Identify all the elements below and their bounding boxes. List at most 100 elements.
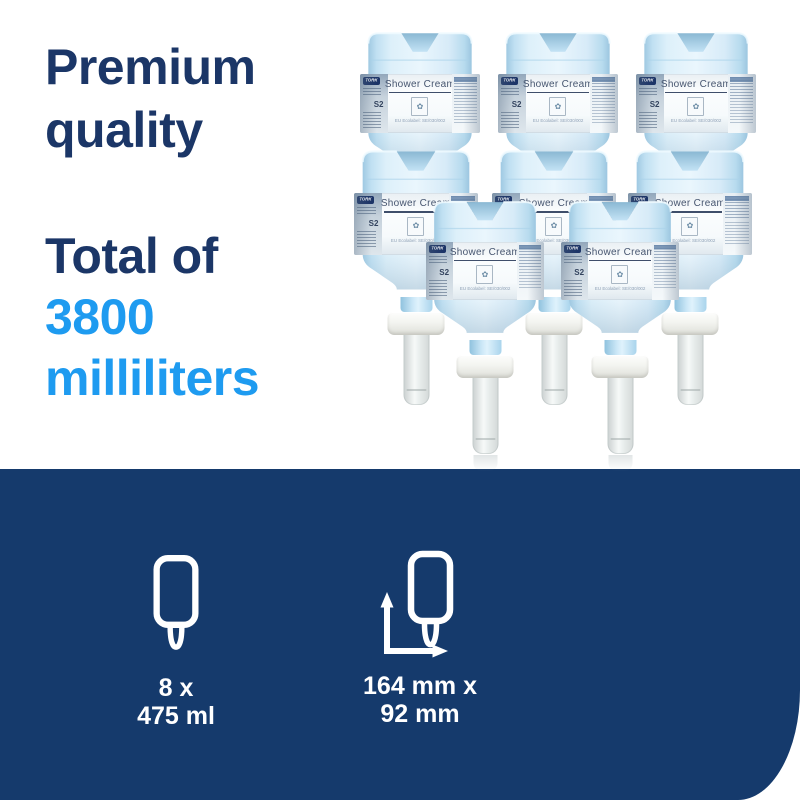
spec-item-dimensions: 164 mm x 92 mm — [338, 550, 502, 728]
total-unit: milliliters — [45, 350, 260, 406]
label-rule — [657, 211, 723, 213]
ecolabel-license: EU Ecolabel: SE/030/002 — [390, 237, 442, 243]
tube-reflection — [608, 455, 632, 471]
dispenser-nozzle — [456, 340, 514, 471]
label-center: Shower Cream ✿ EU Ecolabel: SE/030/002 — [449, 242, 521, 300]
label-side-strip: TORK S2 — [560, 241, 589, 301]
product-bottle: TORK S2 Shower Cream ✿ EU Ecolabel: SE/0… — [424, 195, 546, 471]
label-side-strip: TORK S2 — [353, 193, 383, 255]
label-side-strip: TORK S2 — [359, 73, 388, 134]
label-rule — [664, 91, 728, 94]
nozzle-tube — [403, 335, 429, 405]
flower-icon: ✿ — [412, 221, 420, 231]
headline: Premium quality — [45, 36, 256, 162]
tork-logo: TORK — [356, 196, 374, 205]
spec-band — [0, 469, 800, 800]
nozzle-tube — [541, 335, 567, 405]
label-title: Shower Cream — [380, 198, 452, 210]
eu-ecolabel-logo: ✿ — [407, 216, 425, 236]
label-fine-print — [454, 101, 478, 124]
flower-icon: ✿ — [416, 101, 424, 111]
tork-logo-text: TORK — [497, 198, 510, 203]
total-volume-text: Total of 3800 milliliters — [45, 226, 260, 409]
label-info-panel — [452, 73, 481, 134]
dispenser-code: S2 — [649, 99, 660, 109]
nozzle-collar — [387, 312, 445, 335]
flower-icon: ✿ — [686, 221, 694, 231]
tork-logo: TORK — [500, 76, 518, 85]
bottle-label: TORK S2 Shower Cream ✿ EU Ecolabel: SE/0… — [359, 73, 481, 134]
label-fine-print — [362, 87, 382, 97]
tube-reflection — [473, 455, 497, 471]
nozzle-tube — [607, 378, 633, 454]
label-title: Shower Cream — [384, 78, 456, 90]
product-bottle: TORK S2 Shower Cream ✿ EU Ecolabel: SE/0… — [634, 26, 758, 175]
label-fine-print — [653, 268, 677, 291]
product-bottle: TORK S2 Shower Cream ✿ EU Ecolabel: SE/0… — [559, 195, 681, 471]
label-rule — [526, 91, 590, 94]
label-fine-print — [518, 244, 542, 268]
tork-logo-text: TORK — [641, 78, 654, 83]
flower-icon: ✿ — [554, 101, 562, 111]
ecolabel-license: EU Ecolabel: SE/030/002 — [670, 118, 722, 124]
nozzle-neck — [469, 340, 501, 355]
nozzle-neck — [538, 297, 570, 312]
tork-logo-text: TORK — [359, 198, 372, 203]
label-title: Shower Cream — [449, 246, 521, 258]
label-title: Shower Cream — [660, 78, 732, 90]
label-fine-print — [563, 255, 583, 265]
nozzle-neck — [674, 297, 706, 312]
ecolabel-license: EU Ecolabel: SE/030/002 — [459, 286, 511, 292]
flower-icon: ✿ — [550, 221, 558, 231]
label-fine-print — [592, 101, 616, 124]
nozzle-collar — [591, 355, 649, 378]
label-fine-print — [518, 268, 542, 291]
tork-logo: TORK — [630, 196, 648, 205]
bottle-label: TORK S2 Shower Cream ✿ EU Ecolabel: SE/0… — [560, 241, 680, 301]
label-center: Shower Cream ✿ EU Ecolabel: SE/030/002 — [654, 193, 726, 255]
tork-logo-text: TORK — [503, 78, 516, 83]
label-fine-print — [730, 76, 754, 100]
tork-logo-text: TORK — [633, 198, 646, 203]
label-fine-print — [653, 244, 677, 268]
label-info-panel — [516, 241, 545, 301]
label-rule — [454, 259, 516, 262]
dispenser-code: S2 — [368, 219, 379, 229]
label-fine-print — [725, 196, 750, 221]
label-rule — [388, 91, 452, 94]
label-side-strip: TORK S2 — [497, 73, 526, 134]
tork-logo-text: TORK — [566, 246, 579, 251]
bottle-icon — [153, 555, 199, 650]
label-side-strip: TORK S2 — [635, 73, 664, 134]
total-value: 3800 — [45, 289, 155, 345]
bottle-label: TORK S2 Shower Cream ✿ EU Ecolabel: SE/0… — [497, 73, 619, 134]
label-title: Shower Cream — [654, 198, 726, 210]
label-rule — [383, 211, 449, 213]
label-center: Shower Cream ✿ EU Ecolabel: SE/030/002 — [384, 74, 456, 134]
eu-ecolabel-logo: ✿ — [411, 97, 429, 117]
spec-text-dimensions: 164 mm x 92 mm — [363, 672, 477, 728]
headline-line1: Premium — [45, 39, 256, 95]
product-bottle: TORK S2 Shower Cream ✿ EU Ecolabel: SE/0… — [358, 26, 482, 175]
nozzle-neck — [604, 340, 636, 355]
flower-icon: ✿ — [616, 269, 624, 279]
tork-logo: TORK — [428, 244, 446, 253]
label-fine-print — [356, 207, 377, 217]
spec-item-volume: 8 x 475 ml — [96, 551, 256, 730]
headline-line2: quality — [45, 102, 203, 158]
ecolabel-license: EU Ecolabel: SE/030/002 — [594, 286, 646, 292]
label-fine-print — [638, 87, 658, 97]
tork-logo: TORK — [563, 244, 581, 253]
nozzle-tube — [472, 378, 498, 454]
bottle-dimensions-icon — [380, 550, 454, 658]
label-fine-print — [500, 87, 520, 97]
eu-ecolabel-logo: ✿ — [687, 97, 705, 117]
label-fine-print — [725, 221, 750, 245]
label-info-panel — [590, 73, 619, 134]
nozzle-neck — [400, 297, 432, 312]
spec-line: 92 mm — [380, 700, 460, 728]
eu-ecolabel-logo: ✿ — [549, 97, 567, 117]
bottle-label: TORK S2 Shower Cream ✿ EU Ecolabel: SE/0… — [635, 73, 757, 134]
label-title: Shower Cream — [522, 78, 594, 90]
